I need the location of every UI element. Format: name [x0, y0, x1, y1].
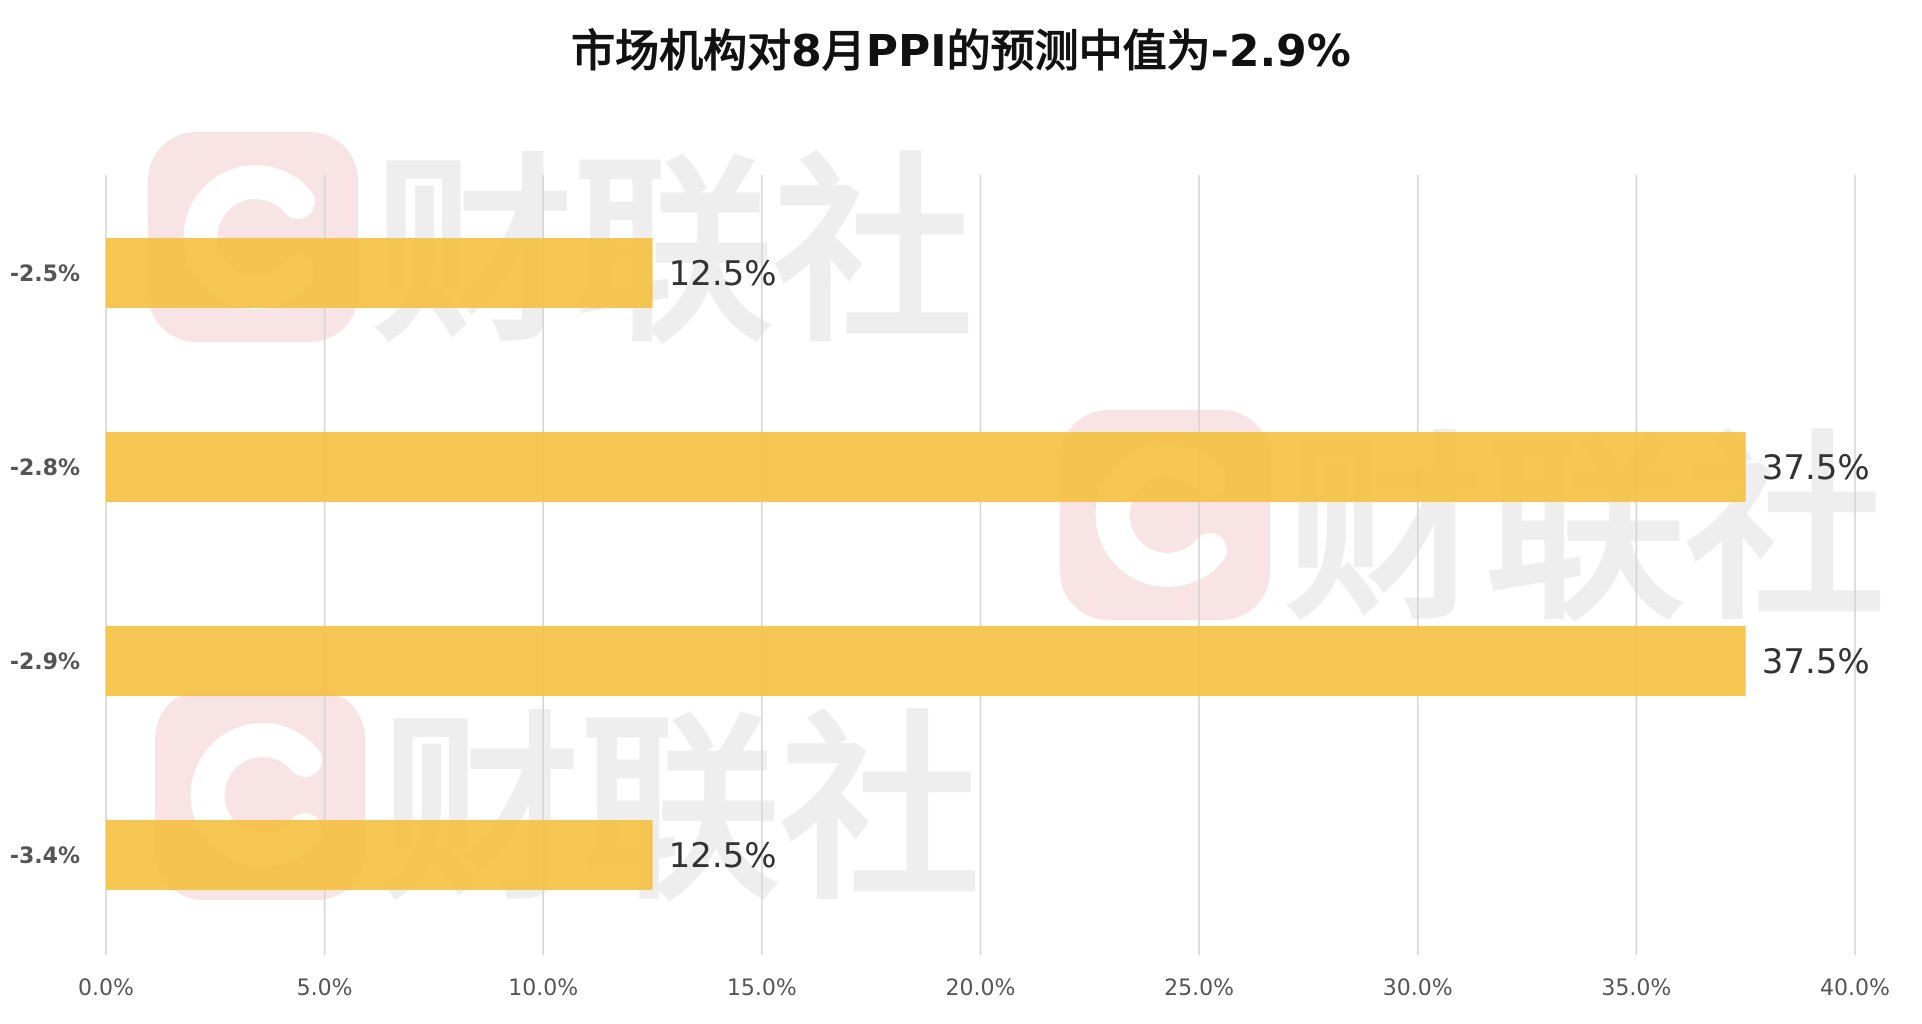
watermark-text: 财联社: [380, 695, 980, 928]
watermark-logo-badge: [148, 132, 358, 342]
x-tick-label: 15.0%: [727, 976, 797, 1001]
bar: [106, 432, 1746, 502]
x-tick-label: 5.0%: [297, 976, 353, 1001]
watermark-logo: 财联社: [155, 690, 980, 928]
x-tick-label: 20.0%: [946, 976, 1016, 1001]
bars: [106, 238, 1746, 890]
category-label: -2.9%: [10, 650, 80, 675]
bar: [106, 626, 1746, 696]
category-label: -2.5%: [10, 262, 80, 287]
x-tick-label: 40.0%: [1820, 976, 1890, 1001]
data-label: 12.5%: [669, 254, 777, 294]
data-label: 37.5%: [1762, 642, 1870, 682]
x-tick-label: 0.0%: [78, 976, 134, 1001]
data-label: 12.5%: [669, 836, 777, 876]
category-label: -3.4%: [10, 844, 80, 869]
bar: [106, 238, 653, 308]
x-tick-label: 10.0%: [508, 976, 578, 1001]
x-tick-label: 35.0%: [1601, 976, 1671, 1001]
category-label: -2.8%: [10, 456, 80, 481]
labels: 0.0% 5.0% 10.0% 15.0% 20.0% 25.0% 30.0% 35.0% 40…: [10, 254, 1890, 1001]
chart-title: 市场机构对8月PPI的预测中值为-2.9%: [571, 26, 1351, 77]
x-tick-label: 25.0%: [1164, 976, 1234, 1001]
x-tick-label: 30.0%: [1383, 976, 1453, 1001]
bar: [106, 820, 653, 890]
data-label: 37.5%: [1762, 448, 1870, 488]
